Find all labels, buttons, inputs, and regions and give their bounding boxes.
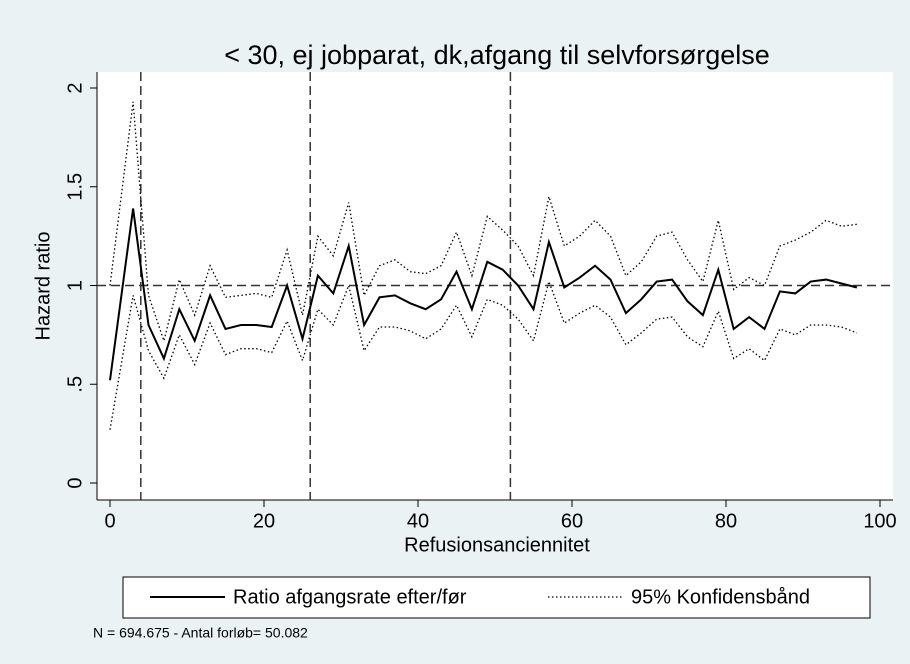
legend <box>122 576 871 619</box>
x-tick-label: 40 <box>407 510 429 532</box>
y-tick-label: 1.5 <box>64 173 86 201</box>
x-tick-label: 0 <box>104 510 115 532</box>
y-axis-label: Hazard ratio <box>32 232 54 341</box>
x-tick-label: 80 <box>715 510 737 532</box>
legend-label: 95% Konfidensbånd <box>631 586 810 608</box>
line-series <box>109 101 857 344</box>
y-tick-label: .5 <box>64 376 86 393</box>
line-series <box>109 208 858 381</box>
x-tick-label: 60 <box>561 510 583 532</box>
y-tick-label: 0 <box>64 477 86 488</box>
note: N = 694.675 - Antal forløb= 50.082 <box>93 625 308 641</box>
legend-label: Ratio afgangsrate efter/før <box>233 586 467 608</box>
x-tick-label: 100 <box>863 510 896 532</box>
line-series <box>109 279 858 430</box>
x-axis-label: Refusionsanciennitet <box>404 534 590 556</box>
y-tick-label: 1 <box>64 280 86 291</box>
chart-title: < 30, ej jobparat, dk,afgang til selvfor… <box>224 40 770 70</box>
x-tick-label: 20 <box>253 510 275 532</box>
y-tick-label: 2 <box>64 82 86 93</box>
